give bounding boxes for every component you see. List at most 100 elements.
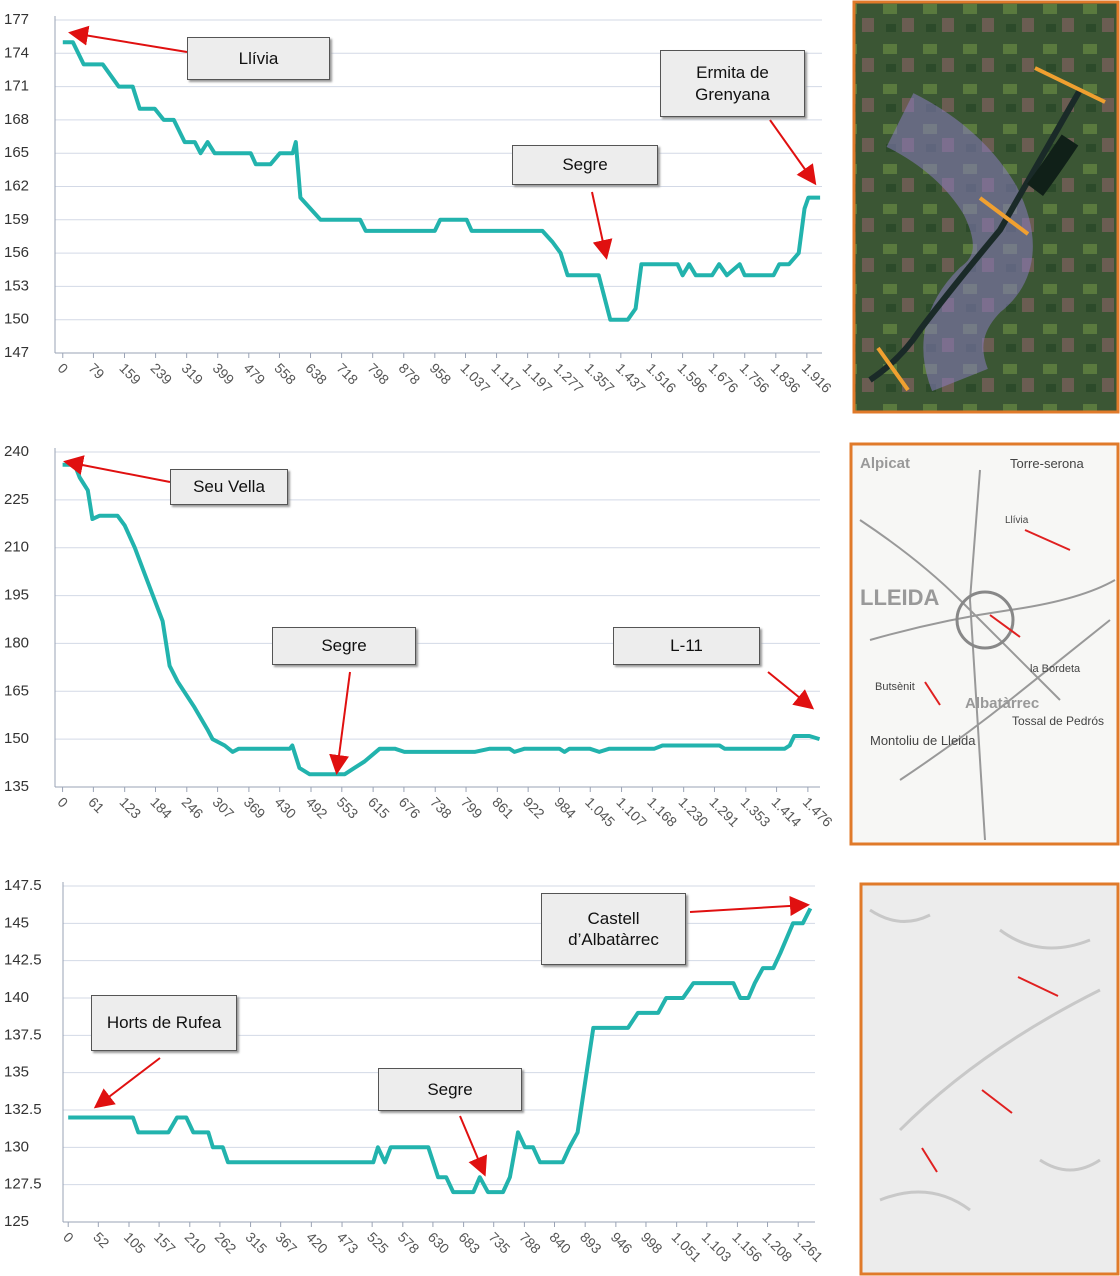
- annotation-box: Horts de Rufea: [91, 995, 237, 1051]
- x-tick-label: 630: [425, 1229, 453, 1257]
- y-tick-label: 147: [4, 344, 29, 361]
- y-tick-label: 177: [4, 11, 29, 28]
- x-tick-label: 1.414: [768, 794, 804, 830]
- y-tick-label: 142.5: [4, 952, 42, 969]
- figure: 1471501531561591621651681711741770791592…: [0, 0, 1120, 1276]
- x-tick-label: 1.916: [799, 360, 835, 396]
- x-tick-label: 61: [85, 794, 107, 816]
- x-tick-label: 1.230: [676, 794, 712, 830]
- x-tick-label: 52: [90, 1229, 112, 1251]
- map-label: Alpicat: [860, 455, 910, 472]
- x-tick-label: 1.353: [738, 794, 774, 830]
- x-tick-label: 1.756: [737, 360, 773, 396]
- annotation-box: Segre: [378, 1068, 522, 1111]
- y-tick-label: 162: [4, 177, 29, 194]
- x-tick-label: 1.168: [644, 794, 680, 830]
- annotation-box: Llívia: [187, 37, 330, 80]
- annotation-box: L-11: [613, 627, 760, 665]
- x-tick-label: 578: [395, 1229, 423, 1257]
- x-tick-label: 492: [303, 794, 331, 822]
- y-tick-label: 159: [4, 211, 29, 228]
- x-tick-label: 262: [212, 1229, 240, 1257]
- x-tick-label: 1.045: [582, 794, 618, 830]
- x-tick-label: 1.051: [669, 1229, 705, 1265]
- x-tick-label: 210: [182, 1229, 210, 1257]
- y-tick-label: 225: [4, 491, 29, 508]
- page: 1471501531561591621651681711741770791592…: [0, 0, 1120, 1276]
- x-tick-label: 315: [242, 1229, 270, 1257]
- annotation-box: Castell d’Albatàrrec: [541, 893, 686, 965]
- x-tick-label: 638: [302, 360, 330, 388]
- y-tick-label: 174: [4, 44, 29, 61]
- annotation-arrow: [592, 192, 606, 256]
- satellite-map: [854, 2, 1118, 412]
- y-tick-label: 137.5: [4, 1026, 42, 1043]
- elevation-line: [63, 465, 820, 774]
- map-label: la Bordeta: [1030, 663, 1081, 675]
- x-tick-label: 1.291: [706, 794, 742, 830]
- y-tick-label: 156: [4, 244, 29, 261]
- map-label: Albatàrrec: [965, 695, 1039, 712]
- x-tick-label: 798: [365, 360, 393, 388]
- x-tick-label: 79: [85, 360, 107, 382]
- y-tick-label: 240: [4, 443, 29, 460]
- map-label: Montoliu de Lleida: [870, 733, 976, 748]
- x-tick-label: 998: [638, 1229, 666, 1257]
- x-tick-label: 799: [458, 794, 486, 822]
- x-tick-label: 307: [209, 794, 237, 822]
- x-tick-label: 1.197: [520, 360, 556, 396]
- x-tick-label: 1.117: [488, 360, 524, 396]
- y-tick-label: 150: [4, 311, 29, 328]
- x-tick-label: 553: [334, 794, 362, 822]
- y-tick-label: 180: [4, 634, 29, 651]
- y-tick-label: 140: [4, 989, 29, 1006]
- x-tick-label: 718: [333, 360, 361, 388]
- x-tick-label: 0: [60, 1229, 77, 1246]
- x-tick-label: 369: [241, 794, 269, 822]
- map-label: Tossal de Pedrós: [1012, 714, 1104, 728]
- topographic-map: [851, 444, 1118, 844]
- x-tick-label: 1.261: [790, 1229, 826, 1265]
- x-tick-label: 430: [272, 794, 300, 822]
- x-tick-label: 399: [210, 360, 238, 388]
- x-tick-label: 1.156: [729, 1229, 765, 1265]
- x-tick-label: 159: [116, 360, 144, 388]
- x-tick-label: 479: [241, 360, 269, 388]
- x-tick-label: 946: [608, 1229, 636, 1257]
- annotation-arrow: [690, 905, 806, 912]
- x-tick-label: 1.037: [457, 360, 493, 396]
- y-tick-label: 195: [4, 587, 29, 604]
- y-tick-label: 135: [4, 1064, 29, 1081]
- map-label: Llívia: [1005, 515, 1029, 526]
- x-tick-label: 1.596: [674, 360, 710, 396]
- y-tick-label: 168: [4, 111, 29, 128]
- x-tick-label: 1.437: [613, 360, 649, 396]
- x-tick-label: 861: [489, 794, 517, 822]
- x-tick-label: 558: [271, 360, 299, 388]
- annotation-arrow: [770, 120, 814, 182]
- annotation-box: Segre: [512, 145, 658, 185]
- y-tick-label: 132.5: [4, 1101, 42, 1118]
- x-tick-label: 958: [427, 360, 455, 388]
- y-tick-label: 127.5: [4, 1176, 42, 1193]
- y-tick-label: 135: [4, 778, 29, 795]
- x-tick-label: 1.107: [613, 794, 649, 830]
- x-tick-label: 615: [365, 794, 393, 822]
- x-tick-label: 893: [577, 1229, 605, 1257]
- x-tick-label: 123: [117, 794, 145, 822]
- annotation-arrow: [72, 33, 187, 52]
- annotation-arrow: [97, 1058, 160, 1106]
- y-tick-label: 147.5: [4, 877, 42, 894]
- x-tick-label: 1.476: [800, 794, 836, 830]
- x-tick-label: 525: [364, 1229, 392, 1257]
- x-tick-label: 738: [427, 794, 455, 822]
- x-tick-label: 105: [121, 1229, 149, 1257]
- x-tick-label: 1.277: [551, 360, 587, 396]
- x-tick-label: 367: [273, 1229, 301, 1257]
- y-tick-label: 165: [4, 682, 29, 699]
- x-tick-label: 878: [396, 360, 424, 388]
- x-tick-label: 1.676: [706, 360, 742, 396]
- x-tick-label: 1.836: [768, 360, 804, 396]
- y-tick-label: 150: [4, 730, 29, 747]
- annotation-box: Seu Vella: [170, 469, 288, 505]
